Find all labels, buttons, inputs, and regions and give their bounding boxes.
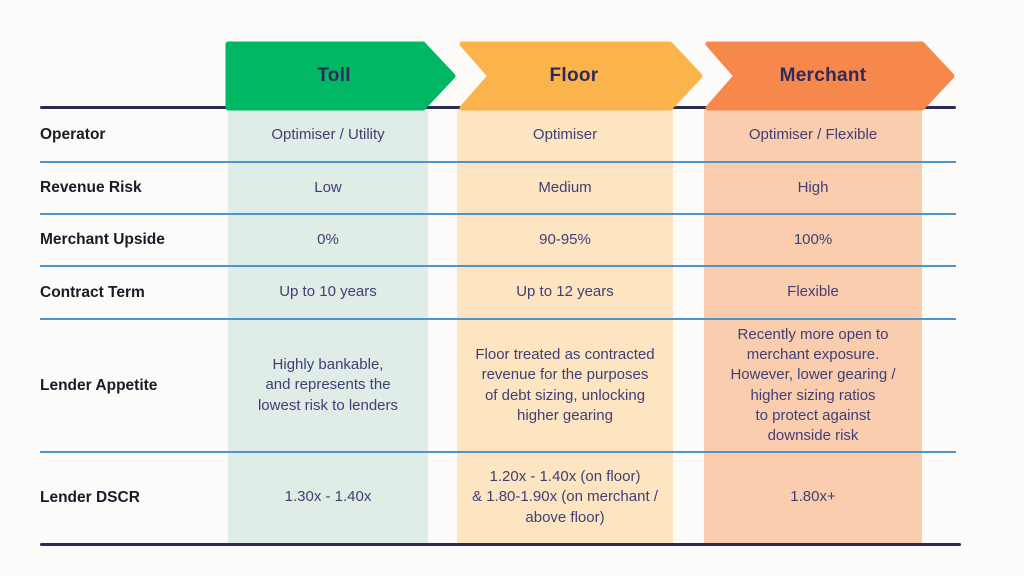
- row-label: Revenue Risk: [40, 179, 142, 196]
- row-label: Merchant Upside: [40, 231, 165, 248]
- row-label: Lender Appetite: [40, 376, 158, 394]
- bottom-rule: [40, 543, 961, 546]
- cell-revenue-risk-merchant: High: [797, 178, 829, 196]
- cell-merchant-upside-merchant: 100%: [793, 230, 833, 248]
- cell-contract-term-toll: Up to 10 years: [279, 283, 377, 301]
- cell-operator-floor: Optimiser: [532, 125, 598, 143]
- toll-column-band: [228, 109, 428, 543]
- table-row-lender-appetite: Lender Appetite Highly bankable, and rep…: [0, 319, 1024, 452]
- header-arrows: [225, 41, 955, 111]
- row-separator: [40, 213, 956, 215]
- column-header-toll: Toll: [317, 65, 351, 86]
- merchant-arrow-shape: [705, 41, 955, 111]
- cell-lender-appetite-merchant: Recently more open to merchant exposure.…: [730, 325, 896, 444]
- cell-contract-term-floor: Up to 12 years: [516, 283, 614, 301]
- floor-column-band: [457, 109, 673, 543]
- row-separator: [40, 265, 956, 267]
- cell-revenue-risk-toll: Low: [314, 178, 342, 196]
- row-separator: [40, 161, 956, 163]
- cell-merchant-upside-toll: 0%: [317, 230, 339, 248]
- cell-operator-toll: Optimiser / Utility: [271, 125, 385, 143]
- row-label: Operator: [40, 126, 106, 143]
- table-row-revenue-risk: Revenue Risk Low Medium High: [0, 162, 1024, 214]
- column-header-floor: Floor: [549, 65, 599, 86]
- cell-merchant-upside-floor: 90-95%: [539, 230, 591, 248]
- row-label: Contract Term: [40, 283, 145, 301]
- cell-contract-term-merchant: Flexible: [787, 283, 839, 301]
- cell-revenue-risk-floor: Medium: [538, 178, 592, 196]
- cell-lender-appetite-floor: Floor treated as contracted revenue for …: [475, 346, 655, 424]
- column-header-merchant: Merchant: [779, 65, 867, 86]
- table-row-merchant-upside: Merchant Upside 0% 90-95% 100%: [0, 214, 1024, 266]
- toll-arrow-shape: [225, 41, 456, 111]
- merchant-column-band: [704, 109, 922, 543]
- row-separator: [40, 451, 956, 453]
- cell-operator-merchant: Optimiser / Flexible: [748, 125, 878, 143]
- floor-arrow-shape: [459, 41, 703, 111]
- table-row-contract-term: Contract Term Up to 10 years Up to 12 ye…: [0, 266, 1024, 319]
- table-row-lender-dscr: Lender DSCR 1.30x - 1.40x 1.20x - 1.40x …: [0, 452, 1024, 543]
- cell-lender-dscr-toll: 1.30x - 1.40x: [284, 488, 372, 506]
- row-separator: [40, 318, 956, 320]
- cell-lender-dscr-merchant: 1.80x+: [790, 488, 836, 506]
- cell-lender-appetite-toll: Highly bankable, and represents the lowe…: [257, 356, 399, 414]
- row-label: Lender DSCR: [40, 488, 140, 506]
- cell-lender-dscr-floor: 1.20x - 1.40x (on floor) & 1.80-1.90x (o…: [472, 468, 658, 526]
- table-row-operator: Operator Optimiser / Utility Optimiser O…: [0, 108, 1024, 162]
